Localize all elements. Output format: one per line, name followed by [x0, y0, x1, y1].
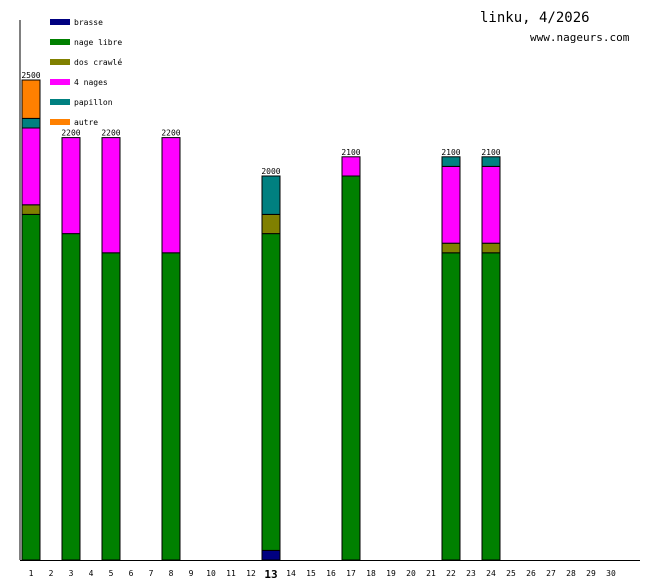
x-tick-label: 26 [526, 569, 536, 578]
bar-segment-autre-day-1 [21, 79, 41, 119]
chart-legend: brasse nage libre dos crawlé 4 nages papillo… [50, 18, 122, 127]
bar-total-labels: 2500 2200 2200 2200 2000 2100 2100 2100 [21, 71, 500, 176]
bar-segment-dos-crawlé-day-13 [261, 213, 281, 235]
bar-segment-4-nages-day-3 [61, 137, 81, 235]
bar-total-label: 2200 [101, 129, 120, 138]
x-tick-label: 10 [206, 569, 216, 578]
bar-segment-nage-libre-day-22 [441, 252, 461, 561]
bar-segment-nage-libre-day-8 [161, 252, 181, 561]
chart-axes [19, 20, 640, 561]
bar-segment-4-nages-day-5 [101, 137, 121, 254]
x-tick-label: 2 [49, 569, 54, 578]
bar-segment-nage-libre-day-5 [101, 252, 121, 561]
chart-bars [21, 79, 501, 561]
x-tick-label: 20 [406, 569, 416, 578]
bar-segment-dos-crawlé-day-24 [481, 242, 501, 254]
bar-segment-papillon-day-22 [441, 156, 461, 167]
x-tick-label: 15 [306, 569, 316, 578]
legend-swatch [50, 59, 70, 65]
bar-segment-4-nages-day-8 [161, 137, 181, 254]
legend-swatch [50, 39, 70, 45]
x-tick-label: 1 [29, 569, 34, 578]
bar-segment-dos-crawlé-day-22 [441, 242, 461, 254]
bar-segment-nage-libre-day-1 [21, 213, 41, 561]
bar-segment-nage-libre-day-24 [481, 252, 501, 561]
x-tick-label: 28 [566, 569, 576, 578]
legend-label: papillon [74, 98, 113, 107]
x-tick-label: 23 [466, 569, 476, 578]
bar-total-label: 2100 [441, 148, 460, 157]
x-tick-label: 7 [149, 569, 154, 578]
bar-segment-nage-libre-day-17 [341, 175, 361, 561]
x-tick-label: 14 [286, 569, 296, 578]
bar-segment-brasse-day-13 [261, 549, 281, 561]
x-tick-label: 11 [226, 569, 236, 578]
bar-total-label: 2100 [341, 148, 360, 157]
legend-label: nage libre [74, 38, 122, 47]
bar-segment-4-nages-day-1 [21, 127, 41, 206]
x-tick-label: 18 [366, 569, 376, 578]
x-tick-label: 4 [89, 569, 94, 578]
bar-segment-papillon-day-13 [261, 175, 281, 215]
legend-label: autre [74, 118, 98, 127]
site-url: www.nageurs.com [530, 31, 630, 44]
bar-total-label: 2100 [481, 148, 500, 157]
x-tick-label: 29 [586, 569, 596, 578]
bar-segment-papillon-day-24 [481, 156, 501, 167]
bar-total-label: 2200 [61, 129, 80, 138]
legend-label: 4 nages [74, 78, 108, 87]
bar-segment-4-nages-day-22 [441, 165, 461, 244]
legend-swatch [50, 119, 70, 125]
legend-label: brasse [74, 18, 103, 27]
bar-segment-4-nages-day-17 [341, 156, 361, 177]
bar-segment-nage-libre-day-3 [61, 233, 81, 561]
legend-swatch [50, 99, 70, 105]
legend-swatch [50, 19, 70, 25]
x-tick-label: 16 [326, 569, 336, 578]
x-tick-label: 25 [506, 569, 516, 578]
x-tick-label: 13 [264, 568, 277, 580]
bar-total-label: 2500 [21, 71, 40, 80]
x-tick-label: 22 [446, 569, 456, 578]
x-tick-label: 8 [169, 569, 174, 578]
x-tick-label: 30 [606, 569, 616, 578]
x-tick-label: 19 [386, 569, 396, 578]
x-tick-label: 12 [246, 569, 256, 578]
x-tick-label: 24 [486, 569, 496, 578]
x-tick-label: 5 [109, 569, 114, 578]
bar-total-label: 2000 [261, 167, 280, 176]
x-tick-label: 9 [189, 569, 194, 578]
bar-total-label: 2200 [161, 129, 180, 138]
x-tick-label: 6 [129, 569, 134, 578]
x-tick-label: 21 [426, 569, 436, 578]
x-tick-label: 17 [346, 569, 356, 578]
chart-title: linku, 4/2026 [480, 10, 590, 26]
bar-segment-dos-crawlé-day-1 [21, 204, 41, 215]
bar-segment-4-nages-day-24 [481, 165, 501, 244]
legend-label: dos crawlé [74, 57, 122, 67]
x-tick-label: 3 [69, 569, 74, 578]
bar-segment-nage-libre-day-13 [261, 233, 281, 551]
legend-swatch [50, 79, 70, 85]
x-tick-labels: 1 2 3 4 5 6 7 8 9 10 11 12 13 14 15 16 17 18 19 20 21 22 23 24 2… [29, 568, 616, 580]
x-tick-label: 27 [546, 569, 556, 578]
bar-segment-papillon-day-1 [21, 117, 41, 129]
